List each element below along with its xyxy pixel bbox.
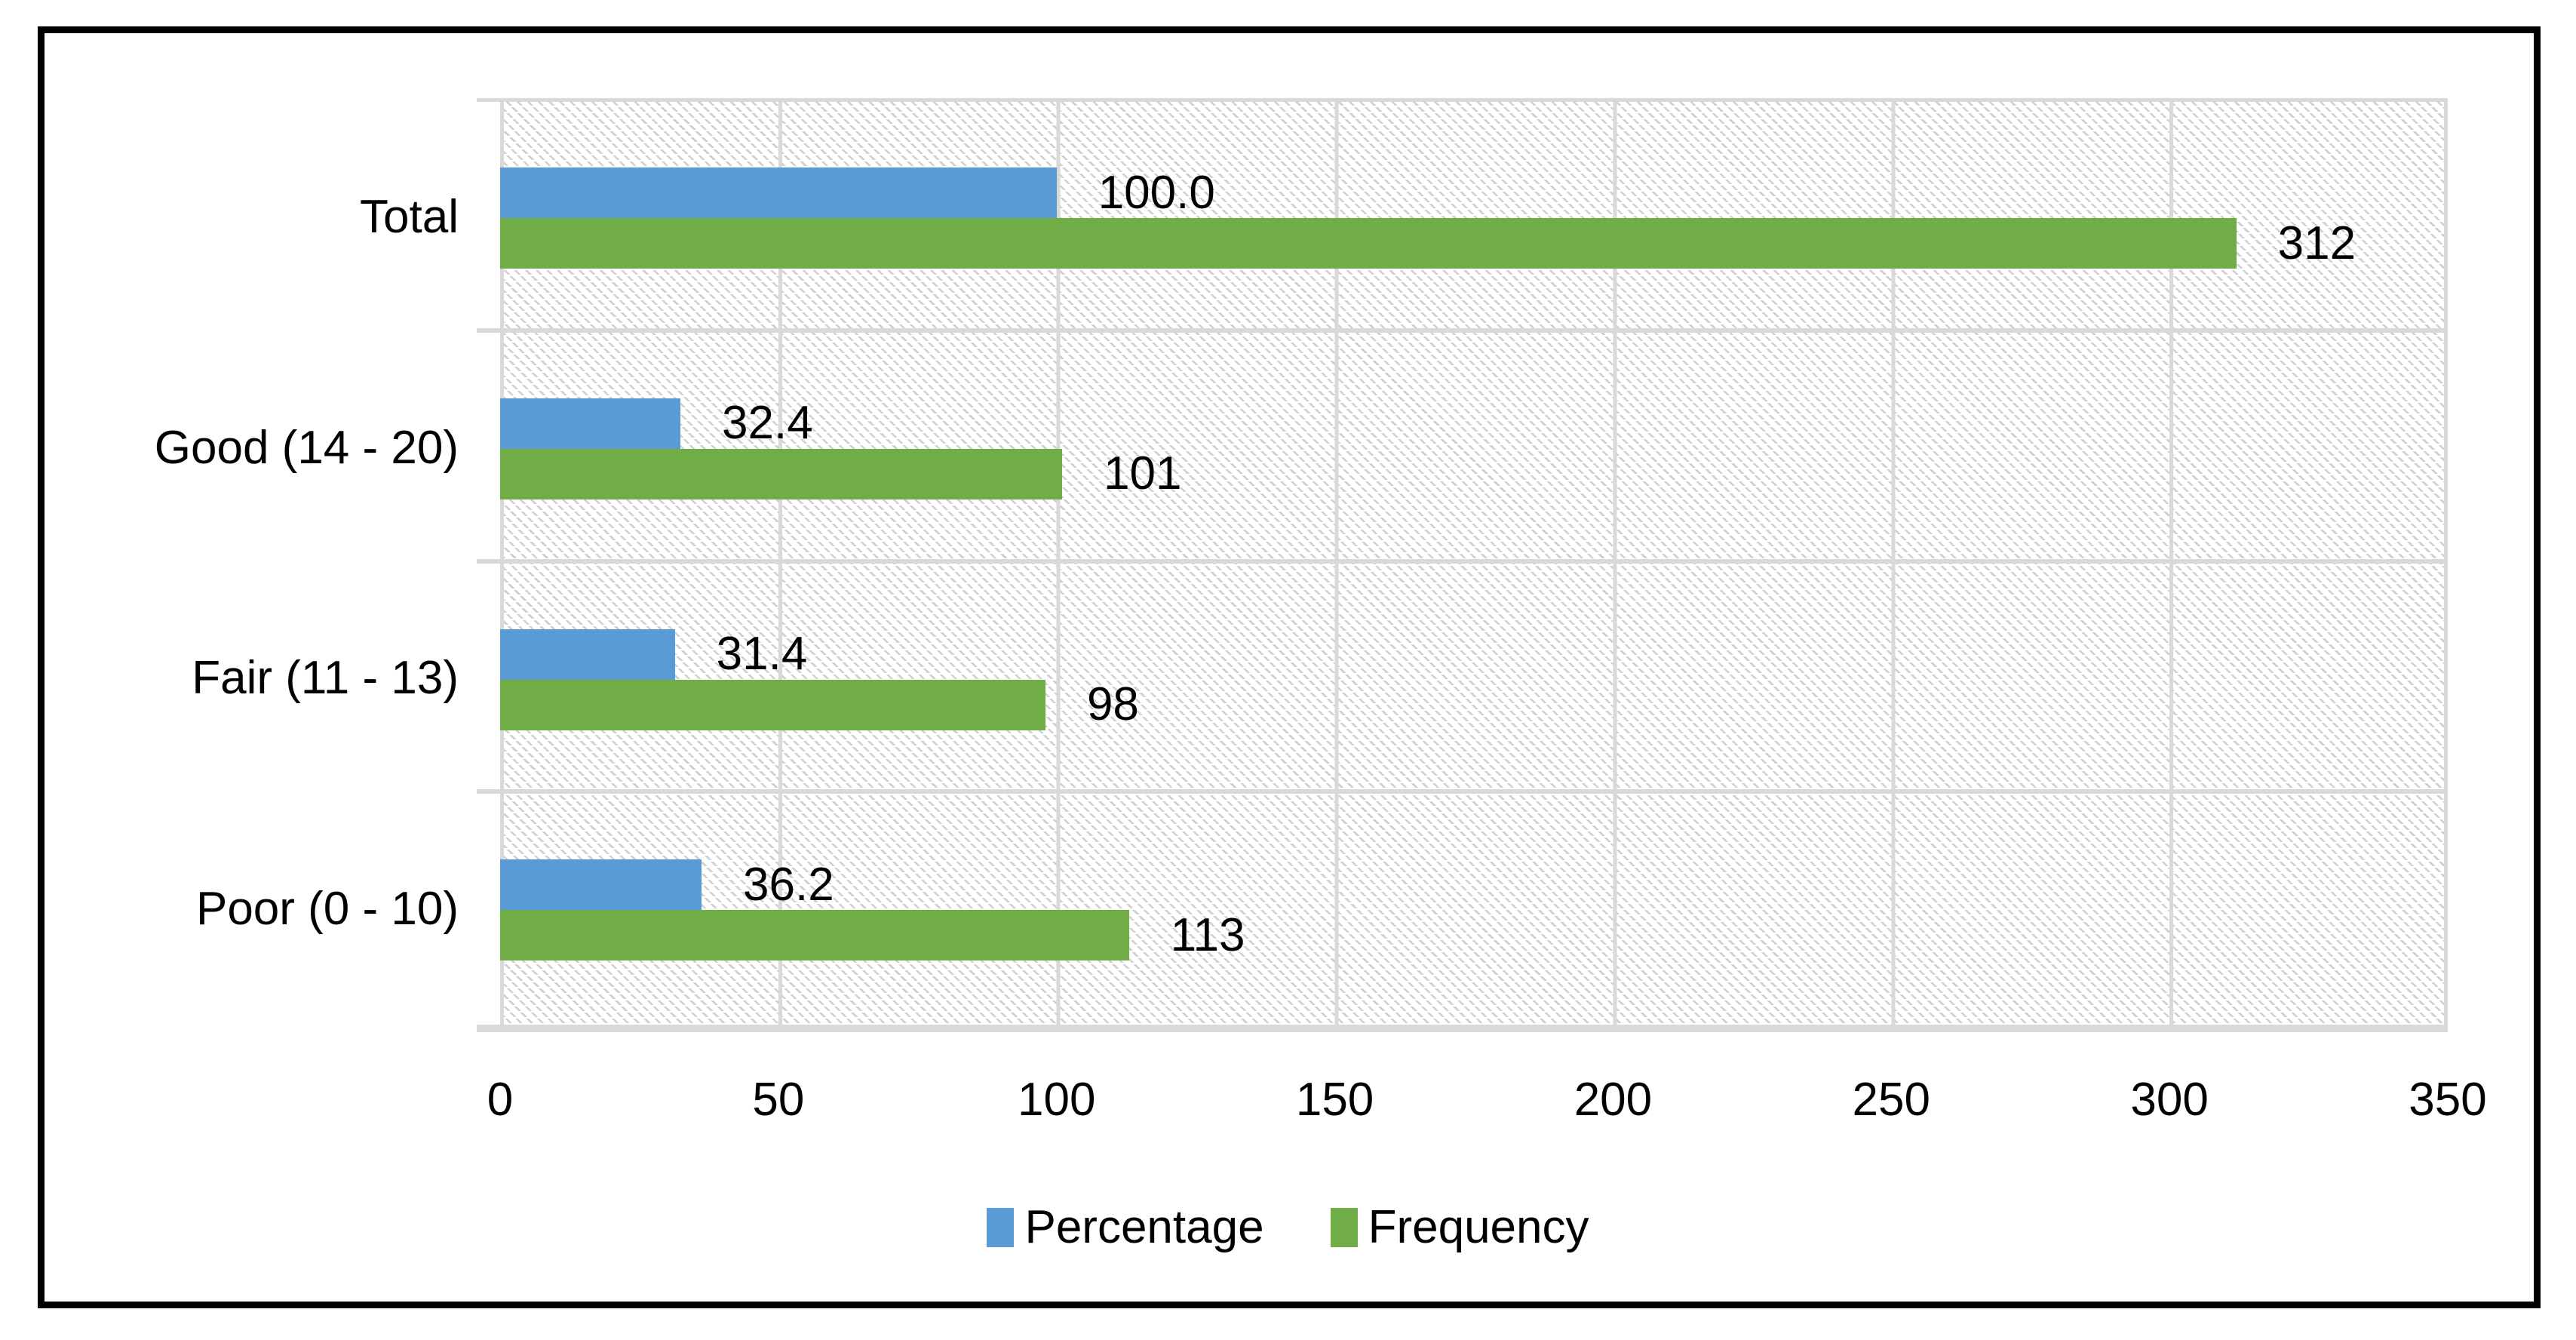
percentage-value-label: 36.2: [743, 858, 834, 911]
category-band-row: 100.0 312: [500, 102, 2444, 333]
axis-tick-mark: [477, 789, 500, 794]
frequency-swatch-icon: [1330, 1208, 1358, 1247]
category-band-row: 31.4 98: [500, 564, 2444, 794]
percentage-swatch-icon: [987, 1208, 1015, 1247]
x-tick-label: 150: [1295, 1074, 1374, 1126]
axis-tick-mark: [477, 1025, 500, 1032]
category-label: Poor (0 - 10): [195, 883, 459, 936]
legend-item-frequency: Frequency: [1330, 1201, 1589, 1253]
frequency-bar: [500, 679, 1045, 730]
percentage-value-label: 31.4: [716, 628, 808, 680]
legend: Percentage Frequency: [0, 1196, 2576, 1259]
x-tick-label: 250: [1852, 1074, 1931, 1126]
frequency-value-label: 98: [1086, 678, 1139, 730]
frequency-value-label: 312: [2277, 217, 2356, 269]
percentage-bar: [500, 629, 675, 680]
percentage-bar: [500, 859, 702, 911]
x-tick-label: 0: [487, 1074, 514, 1126]
axis-tick-mark: [477, 327, 500, 333]
plot-area: 100.0 312 32.4 101 31.4 98 36.2 113: [500, 98, 2448, 1032]
axis-tick-mark: [477, 558, 500, 564]
frequency-bar: [500, 910, 1129, 961]
category-band-row: 36.2 113: [500, 794, 2444, 1025]
legend-label-frequency: Frequency: [1368, 1201, 1589, 1253]
axis-tick-mark: [477, 98, 500, 102]
frequency-bar: [500, 218, 2237, 269]
x-tick-label: 100: [1017, 1074, 1096, 1126]
legend-item-percentage: Percentage: [987, 1201, 1264, 1253]
percentage-value-label: 32.4: [722, 397, 813, 450]
category-label: Fair (11 - 13): [192, 652, 459, 705]
x-tick-label: 200: [1574, 1074, 1653, 1126]
percentage-bar: [500, 398, 681, 449]
x-tick-label: 50: [752, 1074, 805, 1126]
percentage-bar: [500, 168, 1057, 218]
percentage-value-label: 100.0: [1098, 166, 1215, 219]
category-band-row: 32.4 101: [500, 333, 2444, 564]
frequency-value-label: 101: [1104, 447, 1182, 500]
frequency-value-label: 113: [1170, 908, 1245, 961]
x-tick-label: 350: [2409, 1074, 2487, 1126]
category-label: Total: [360, 190, 459, 243]
frequency-bar: [500, 448, 1063, 499]
category-label: Good (14 - 20): [154, 421, 459, 474]
legend-label-percentage: Percentage: [1024, 1201, 1264, 1253]
x-tick-label: 300: [2130, 1074, 2209, 1126]
